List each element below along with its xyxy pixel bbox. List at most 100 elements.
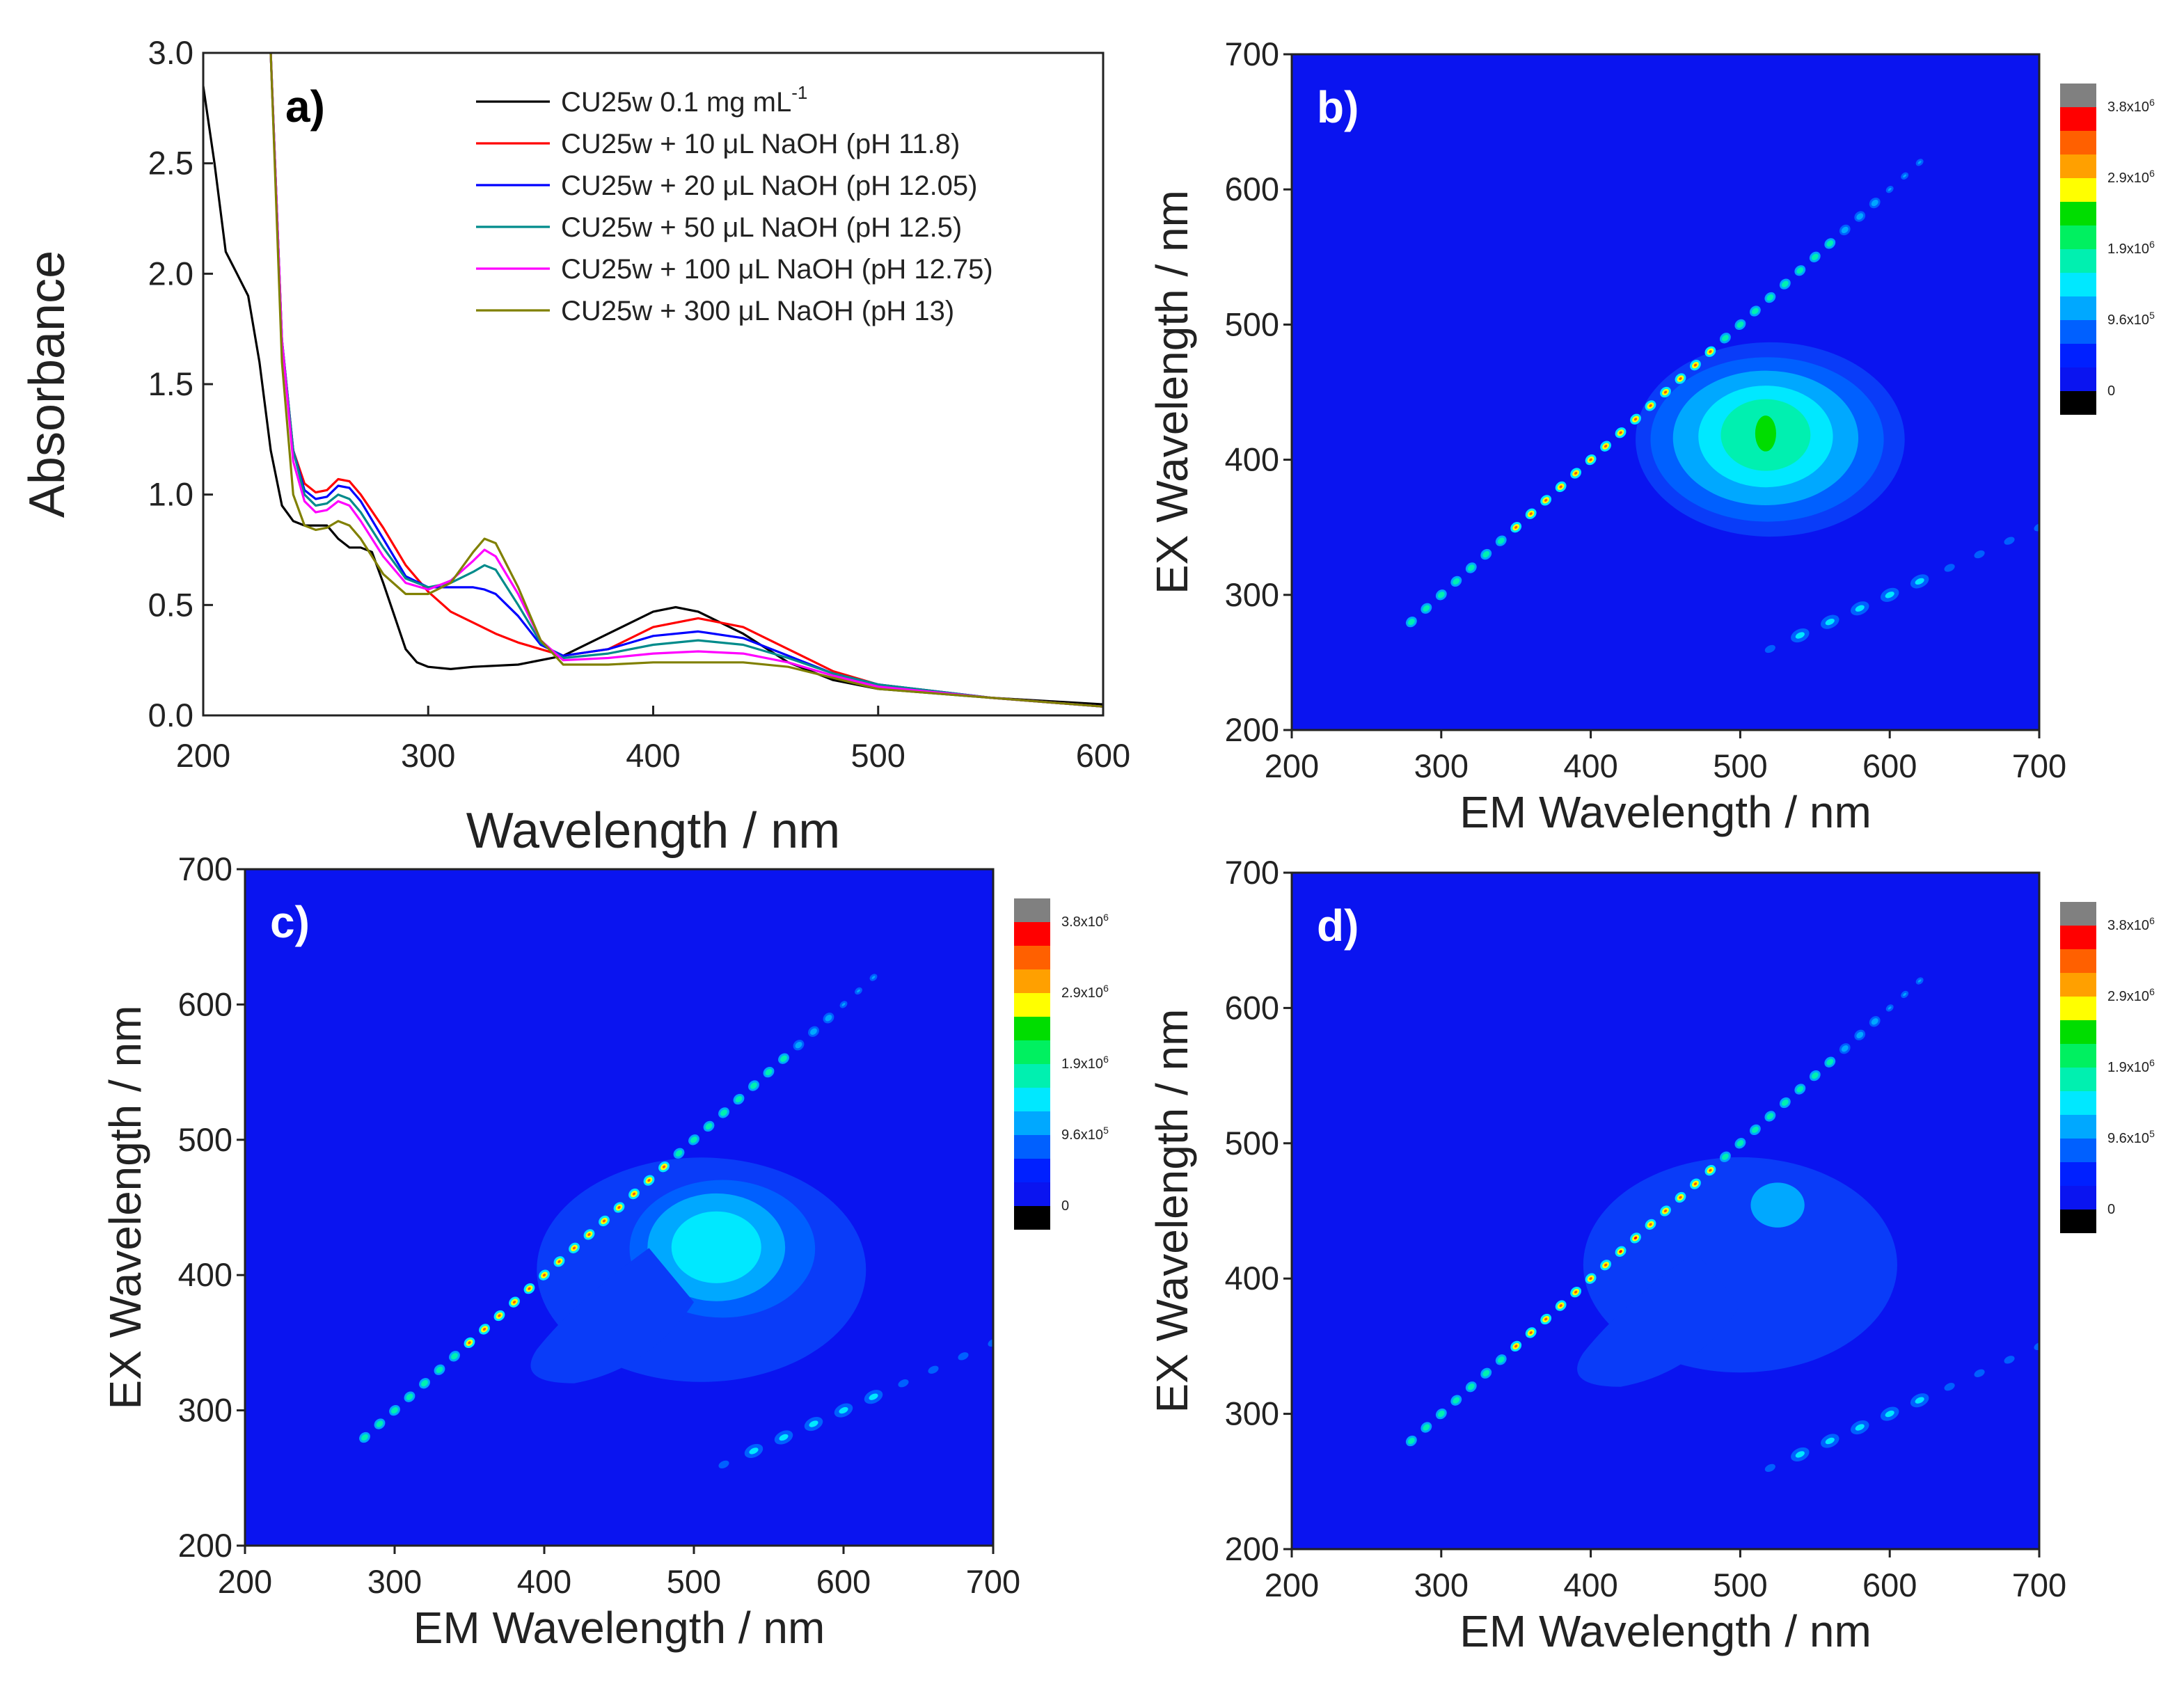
scatter2-dot-core bbox=[749, 1448, 759, 1454]
x-tick-label: 300 bbox=[367, 1563, 422, 1600]
scatter-dot-peak bbox=[617, 1205, 621, 1210]
y-tick-label: 600 bbox=[178, 985, 232, 1022]
scatter-dot-core bbox=[810, 1028, 817, 1035]
scatter-dot-peak bbox=[1514, 1345, 1518, 1348]
legend-item: CU25w 0.1 mg mL-1 bbox=[476, 82, 807, 118]
colorbar-label: 1.9x106 bbox=[2107, 1057, 2155, 1075]
colorbar-swatch bbox=[2060, 1044, 2096, 1068]
colorbar-swatch bbox=[1014, 969, 1050, 993]
scatter-dot-core bbox=[1871, 1018, 1878, 1025]
y-tick-label: 500 bbox=[1225, 306, 1279, 342]
y-tick-label: 0.5 bbox=[148, 586, 193, 623]
colorbar-label-exponent: 6 bbox=[1103, 912, 1109, 923]
emission-contour-level-1 bbox=[1750, 1182, 1805, 1228]
panel-b: 200 300 400 500 600 700 200 300 400 500 600 700 EM W… bbox=[1147, 35, 2155, 837]
y-axis-title: EX Wavelength / nm bbox=[1147, 190, 1197, 594]
y-tick-label: 700 bbox=[1225, 35, 1279, 72]
scatter-dot-peak bbox=[1529, 512, 1533, 516]
colorbar-label: 3.8x106 bbox=[2107, 915, 2155, 933]
y-tick-label: 300 bbox=[1225, 1395, 1279, 1432]
scatter-dot-core bbox=[1888, 1006, 1892, 1010]
emission-contour-lobe bbox=[530, 1248, 694, 1383]
x-tick-label: 500 bbox=[1713, 747, 1767, 784]
scatter-dot-core bbox=[871, 976, 876, 979]
scatter2-dot-core bbox=[1855, 1424, 1865, 1431]
scatter-dot-core bbox=[1497, 1356, 1505, 1363]
scatter-dot-core bbox=[750, 1082, 757, 1089]
scatter-dot-core bbox=[675, 1150, 683, 1157]
scatter-dot-peak bbox=[528, 1287, 531, 1290]
scatter2-dot-core bbox=[1795, 1451, 1805, 1458]
x-tick-label: 400 bbox=[517, 1563, 571, 1600]
legend-item: CU25w + 50 μL NaOH (pH 12.5) bbox=[476, 212, 962, 243]
x-axis-title: Wavelength / nm bbox=[466, 803, 841, 859]
scatter-dot-core bbox=[735, 1095, 743, 1103]
series-line-1 bbox=[203, 86, 1103, 706]
legend-label: CU25w 0.1 mg mL-1 bbox=[561, 82, 807, 118]
y-tick-label: 700 bbox=[178, 850, 232, 887]
x-tick-label: 600 bbox=[1862, 747, 1917, 784]
scatter-dot-peak bbox=[1619, 431, 1622, 434]
legend-label: CU25w + 100 μL NaOH (pH 12.75) bbox=[561, 254, 993, 285]
colorbar-label-exponent: 5 bbox=[1103, 1125, 1109, 1136]
legend-item: CU25w + 300 μL NaOH (pH 13) bbox=[476, 296, 954, 326]
series-line-4 bbox=[269, 53, 1103, 708]
colorbar-label-exponent: 6 bbox=[2149, 97, 2155, 108]
colorbar-swatch bbox=[2060, 273, 2096, 296]
y-tick-label: 200 bbox=[1225, 711, 1279, 748]
y-tick-label: 400 bbox=[1225, 1260, 1279, 1297]
x-tick-label: 400 bbox=[626, 737, 680, 774]
colorbar-swatch bbox=[2060, 926, 2096, 949]
colorbar-label: 2.9x106 bbox=[1061, 983, 1109, 1001]
scatter-dot-core bbox=[391, 1406, 398, 1414]
x-tick-label: 300 bbox=[401, 737, 455, 774]
colorbar-swatch bbox=[2060, 367, 2096, 391]
scatter2-dot-core bbox=[1825, 618, 1835, 626]
heatmap-frame bbox=[244, 868, 995, 1547]
scatter-dot-peak bbox=[1649, 404, 1652, 408]
scatter-dot-peak bbox=[542, 1274, 546, 1277]
scatter-dot-peak bbox=[1529, 1331, 1533, 1335]
scatter-dot-core bbox=[1917, 979, 1922, 983]
scatter-dot-core bbox=[421, 1380, 428, 1387]
colorbar-label-exponent: 6 bbox=[2149, 1057, 2155, 1068]
scatter2-dot bbox=[2004, 1356, 2015, 1364]
scatter2-dot bbox=[2034, 1342, 2039, 1351]
rayleigh-scatter-second-order bbox=[718, 1338, 993, 1469]
panel-label: b) bbox=[1317, 82, 1359, 132]
scatter-dot-core bbox=[1888, 187, 1892, 191]
colorbar-swatch bbox=[1014, 1064, 1050, 1088]
colorbar-swatch bbox=[1014, 1206, 1050, 1230]
scatter-dot-core bbox=[1453, 578, 1460, 585]
scatter-dot-core bbox=[1751, 1126, 1759, 1134]
y-tick-label: 2.5 bbox=[148, 145, 193, 182]
scatter-dot-peak bbox=[1514, 525, 1518, 529]
scatter-dot-core bbox=[1467, 1383, 1475, 1390]
rayleigh-scatter-second-order bbox=[1764, 1342, 2039, 1473]
scatter-dot-core bbox=[1841, 226, 1849, 234]
scatter-dot-peak bbox=[1604, 1263, 1608, 1267]
scatter-dot-core bbox=[705, 1123, 713, 1130]
scatter2-dot bbox=[2004, 537, 2015, 545]
scatter-dot-core bbox=[1497, 537, 1505, 544]
scatter2-dot-core bbox=[1885, 1410, 1894, 1418]
colorbar-swatch bbox=[1014, 1135, 1050, 1159]
colorbar-swatch bbox=[1014, 1040, 1050, 1064]
colorbar-swatch bbox=[1014, 1088, 1050, 1111]
scatter-dot-core bbox=[841, 1003, 846, 1006]
x-tick-label: 200 bbox=[1265, 1567, 1319, 1603]
scatter2-dot bbox=[988, 1338, 993, 1347]
colorbar-label-exponent: 6 bbox=[2149, 239, 2155, 250]
y-axis-title: EX Wavelength / nm bbox=[100, 1006, 150, 1410]
colorbar-label: 0 bbox=[2107, 383, 2115, 399]
colorbar-swatch bbox=[2060, 131, 2096, 154]
colorbar-swatch bbox=[2060, 344, 2096, 367]
scatter-dot-core bbox=[1736, 1140, 1744, 1147]
x-tick-label: 700 bbox=[966, 1563, 1020, 1600]
colorbar-swatch bbox=[2060, 1020, 2096, 1044]
scatter-dot-core bbox=[436, 1366, 443, 1373]
y-tick-label: 700 bbox=[1225, 854, 1279, 891]
colorbar-label-exponent: 5 bbox=[2149, 1128, 2155, 1139]
colorbar-swatch bbox=[2060, 391, 2096, 415]
